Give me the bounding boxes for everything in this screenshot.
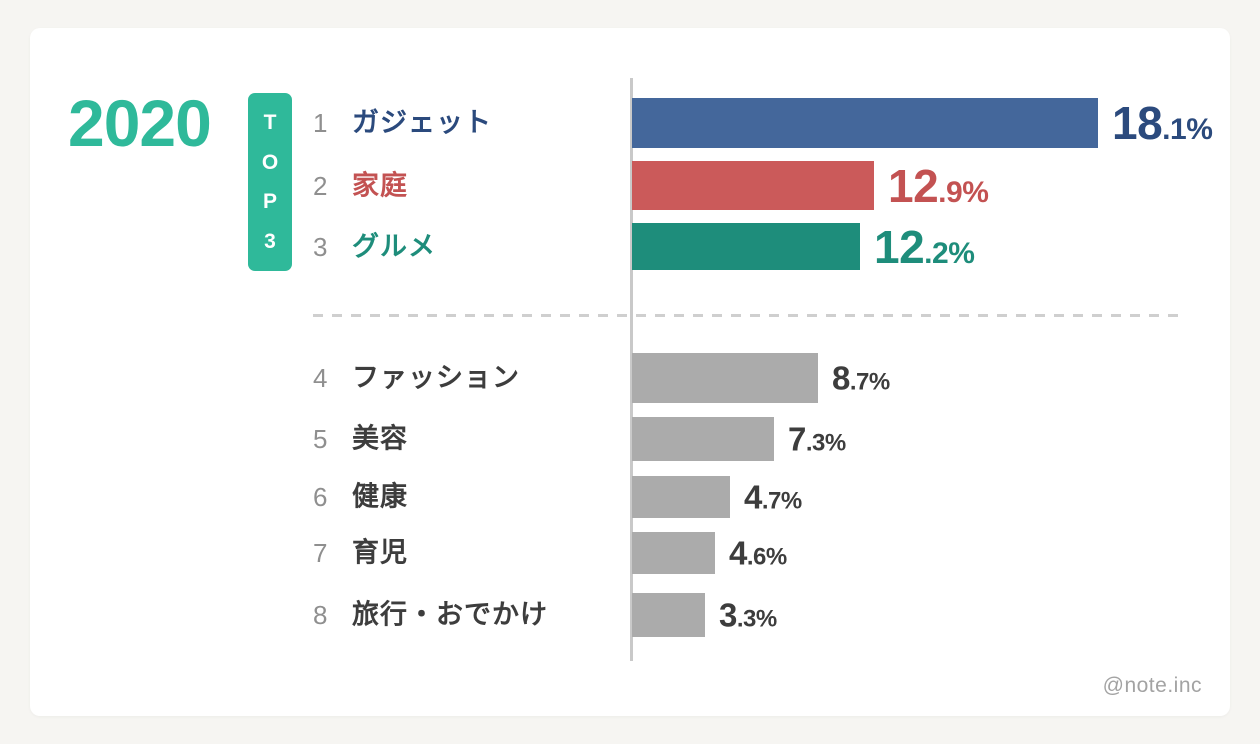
- value-label: 18.1%: [1112, 97, 1213, 149]
- badge-letter: T: [263, 110, 277, 134]
- top3-divider: [313, 314, 1187, 317]
- value-integer: 12: [888, 159, 939, 212]
- value-label: 8.7%: [832, 362, 890, 395]
- value-fraction: .7%: [849, 368, 890, 396]
- rank-number: 3: [313, 231, 328, 262]
- chart-row: 6 健康 4.7%: [30, 476, 1230, 518]
- value-bar: [632, 353, 818, 403]
- value-bar: [632, 593, 705, 637]
- value-fraction: .9%: [938, 175, 989, 209]
- rank-number: 6: [313, 482, 328, 512]
- value-fraction: .3%: [736, 605, 777, 633]
- year-title: 2020: [68, 86, 212, 160]
- value-integer: 7: [788, 420, 806, 458]
- value-bar: [632, 98, 1098, 148]
- value-label: 12.9%: [888, 159, 989, 212]
- chart-card: 2020 T O P 3 1 ガジェット 18.1% 2 家庭 12.9% 3 グルメ 12.2…: [30, 28, 1230, 716]
- watermark: @note.inc: [1102, 674, 1202, 697]
- value-label: 7.3%: [788, 423, 846, 456]
- value-label: 4.6%: [729, 537, 787, 570]
- category-label: ガジェット: [352, 107, 492, 138]
- value-fraction: .3%: [805, 429, 846, 457]
- rank-number: 5: [313, 424, 328, 454]
- value-label: 4.7%: [744, 481, 802, 514]
- category-label: 美容: [352, 423, 408, 454]
- value-bar: [632, 223, 860, 270]
- value-fraction: .6%: [746, 543, 787, 571]
- category-label: 家庭: [352, 170, 408, 200]
- value-fraction: .2%: [924, 236, 975, 270]
- category-label: グルメ: [352, 231, 436, 261]
- rank-number: 7: [313, 538, 328, 568]
- value-fraction: .1%: [1162, 113, 1213, 146]
- category-label: ファッション: [352, 362, 520, 393]
- value-bar: [632, 417, 774, 461]
- chart-row: 1 ガジェット 18.1%: [30, 98, 1230, 148]
- badge-letter: P: [262, 190, 277, 214]
- value-label: 12.2%: [874, 220, 975, 273]
- chart-row: 2 家庭 12.9%: [30, 161, 1230, 210]
- badge-letter: O: [261, 150, 279, 174]
- chart-row: 5 美容 7.3%: [30, 417, 1230, 461]
- value-label: 3.3%: [719, 599, 777, 632]
- axis-baseline: [630, 78, 633, 661]
- value-integer: 12: [874, 220, 925, 273]
- rank-number: 4: [313, 363, 328, 393]
- category-label: 育児: [352, 537, 408, 568]
- rank-number: 8: [313, 600, 328, 630]
- value-fraction: .7%: [761, 487, 802, 515]
- rank-number: 2: [313, 170, 328, 201]
- chart-row: 7 育児 4.6%: [30, 532, 1230, 574]
- chart-rows: 1 ガジェット 18.1% 2 家庭 12.9% 3 グルメ 12.2% 4 ファッション 8.7% 5…: [30, 28, 1230, 716]
- chart-row: 8 旅行・おでかけ 3.3%: [30, 593, 1230, 637]
- value-integer: 18: [1112, 97, 1163, 149]
- value-integer: 4: [729, 534, 747, 572]
- chart-row: 3 グルメ 12.2%: [30, 223, 1230, 270]
- value-bar: [632, 532, 715, 574]
- value-integer: 8: [832, 359, 850, 397]
- chart-row: 4 ファッション 8.7%: [30, 353, 1230, 403]
- value-integer: 4: [744, 478, 762, 516]
- top3-badge: T O P 3: [248, 93, 292, 271]
- category-label: 健康: [352, 481, 408, 512]
- value-bar: [632, 161, 874, 210]
- value-integer: 3: [719, 596, 737, 634]
- badge-letter: 3: [264, 230, 276, 254]
- rank-number: 1: [313, 108, 328, 138]
- value-bar: [632, 476, 730, 518]
- category-label: 旅行・おでかけ: [352, 599, 548, 630]
